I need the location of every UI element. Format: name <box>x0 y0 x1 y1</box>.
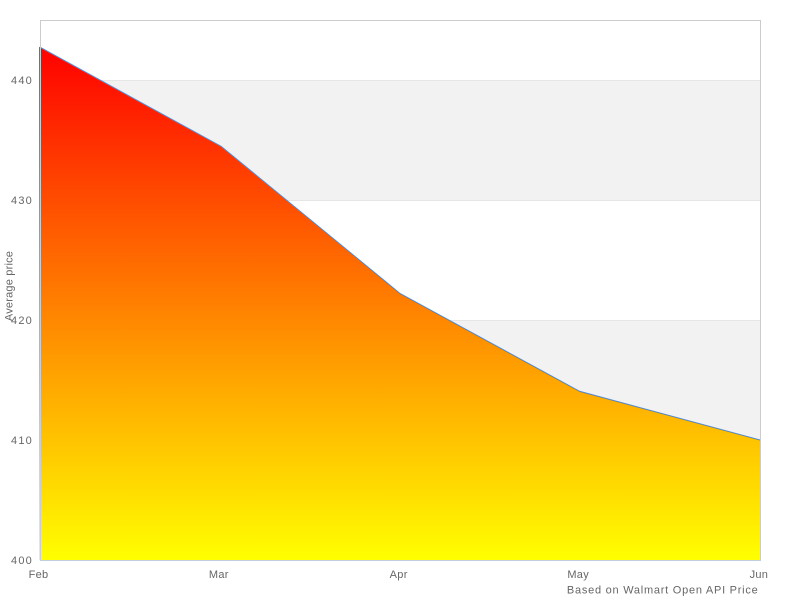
svg-text:410: 410 <box>11 435 33 447</box>
svg-text:Based on Walmart Open API Pric: Based on Walmart Open API Price <box>567 585 759 597</box>
svg-text:440: 440 <box>11 75 33 87</box>
svg-text:420: 420 <box>11 315 33 327</box>
svg-text:Apr: Apr <box>390 569 408 581</box>
svg-text:Mar: Mar <box>209 569 229 581</box>
svg-text:Jun: Jun <box>750 569 769 581</box>
svg-text:400: 400 <box>11 555 33 567</box>
svg-text:Feb: Feb <box>29 569 49 581</box>
svg-text:Average price: Average price <box>4 251 16 321</box>
svg-text:May: May <box>567 569 589 581</box>
svg-text:430: 430 <box>11 195 33 207</box>
